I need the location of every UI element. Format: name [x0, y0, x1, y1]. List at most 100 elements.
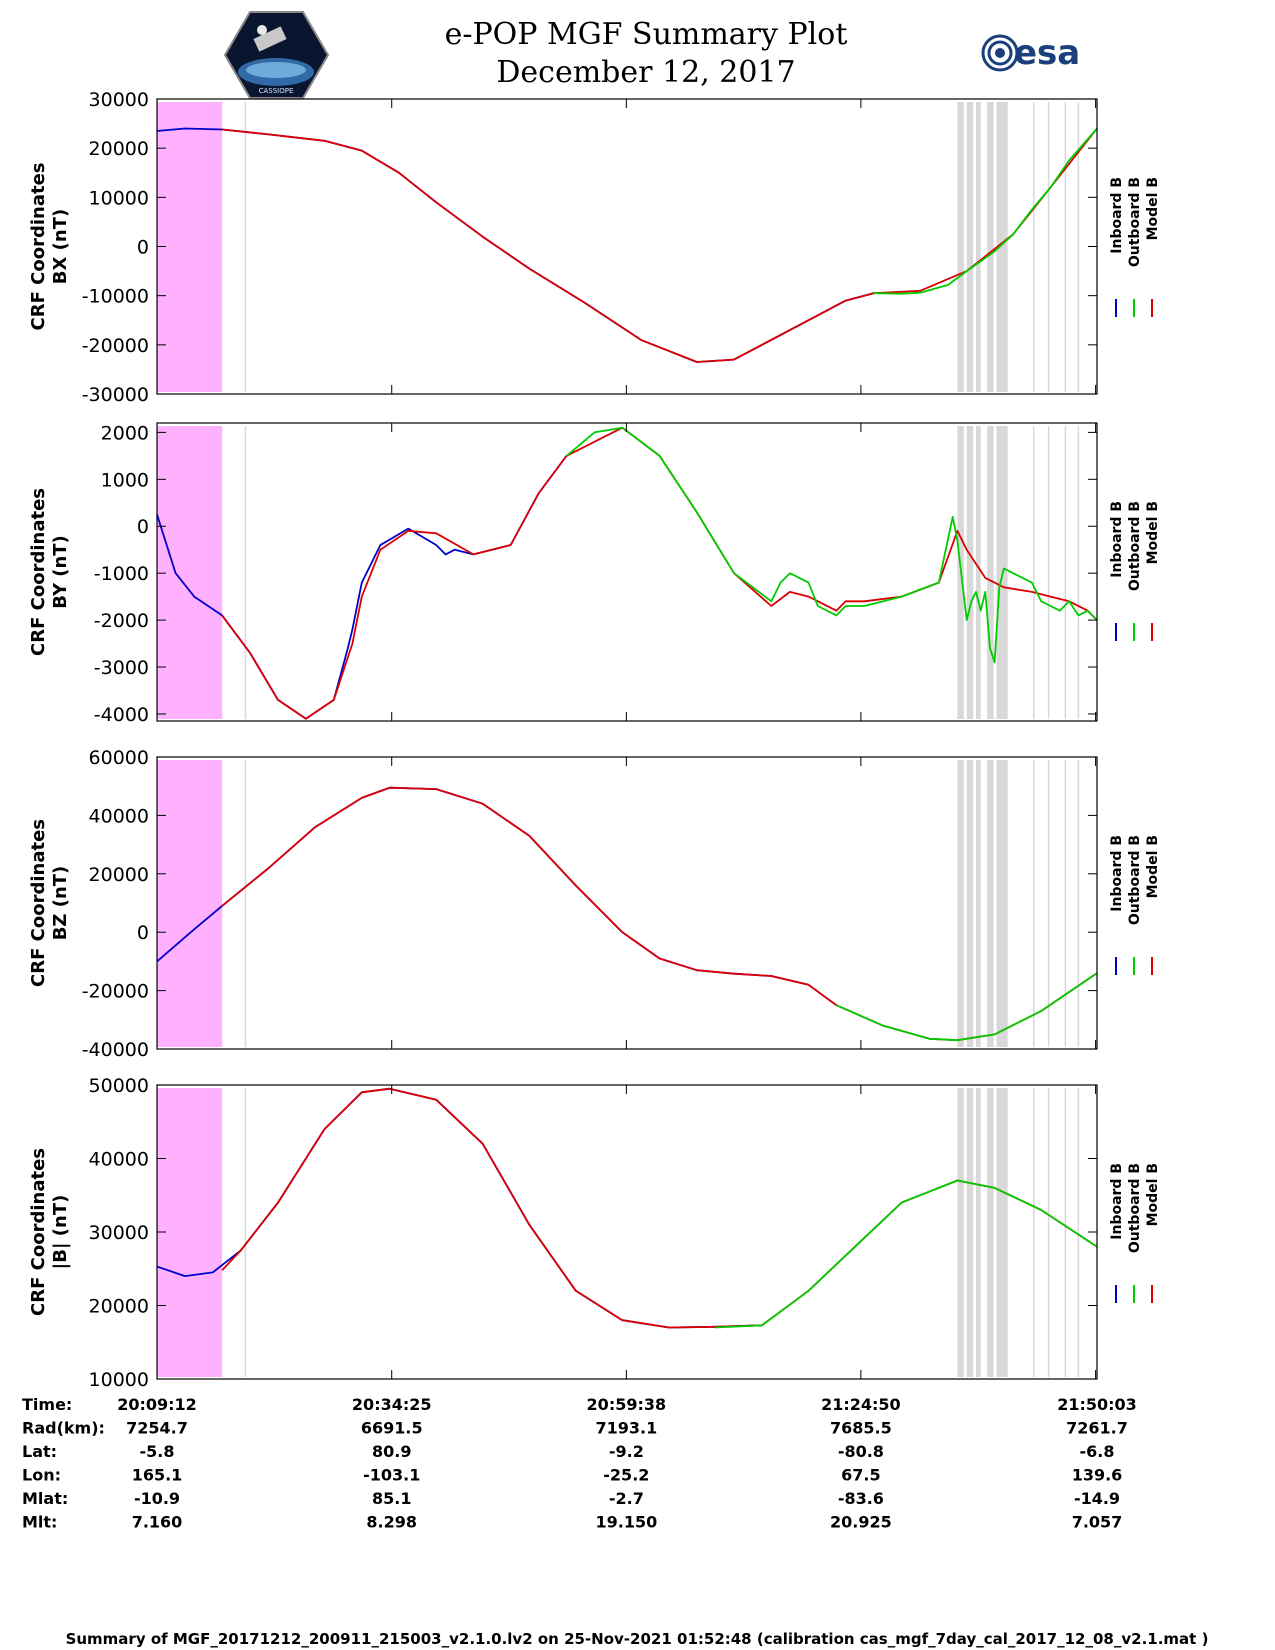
ephem-row-label: Mlt:	[22, 1513, 57, 1532]
ephem-row-label: Mlat:	[22, 1489, 68, 1508]
ephem-row-label: Time:	[22, 1395, 72, 1414]
panel-by: 2000 1000 0 -1000 -2000 -3000 -4000 CRF Coordin…	[28, 422, 1161, 726]
y-tick-label: 2000	[101, 422, 149, 444]
axes-frame	[156, 1084, 1098, 1380]
axes-frame	[156, 98, 1098, 395]
ephem-value: 20.925	[830, 1513, 892, 1532]
data-gap-shading	[157, 760, 223, 1047]
series-model-b	[221, 426, 1098, 720]
y-tick-label: -4000	[94, 704, 149, 726]
ephem-value: 139.6	[1072, 1466, 1123, 1485]
panel-bz: 60000 40000 20000 0 -20000 -40000 CRF Coordina…	[28, 747, 1161, 1061]
flag-band	[957, 1088, 964, 1377]
y-tick-label: -40000	[82, 1039, 149, 1061]
y-axis-label-line1: CRF Coordinates	[28, 163, 49, 331]
data-gap-shading	[157, 1088, 223, 1377]
legend-label: Outboard B	[1127, 501, 1143, 591]
ephem-value: 7.160	[132, 1513, 183, 1532]
ephem-value: -9.2	[609, 1442, 644, 1461]
y-tick-label: 50000	[89, 1075, 149, 1097]
cassiope-logo: CASSIOPE	[223, 11, 330, 99]
series-outboard-b	[873, 127, 1098, 295]
plot-date: December 12, 2017	[496, 55, 795, 90]
ephem-value: 7685.5	[830, 1419, 892, 1438]
ephem-value: -14.9	[1074, 1489, 1120, 1508]
ephem-row-label: Lat:	[22, 1442, 57, 1461]
plot-title: e-POP MGF Summary Plot	[445, 17, 848, 52]
y-tick-label: -20000	[82, 335, 149, 357]
legend-label: Model B	[1145, 501, 1161, 564]
ephem-value: -5.8	[140, 1442, 175, 1461]
ephem-value: 20:34:25	[352, 1395, 432, 1414]
ephem-value: -83.6	[838, 1489, 884, 1508]
flag-band	[966, 1088, 974, 1377]
y-tick-label: -10000	[82, 286, 149, 308]
ephem-value: -25.2	[603, 1466, 649, 1485]
legend: Inboard B Outboard B Model B	[1109, 1163, 1161, 1303]
ephem-value: 6691.5	[361, 1419, 423, 1438]
series-inboard-b	[156, 786, 837, 1006]
ephem-value: -2.7	[609, 1489, 644, 1508]
y-tick-label: 0	[137, 516, 149, 538]
ephem-value: 67.5	[841, 1466, 880, 1485]
y-tick-label: 60000	[89, 747, 149, 769]
ephem-value: 85.1	[372, 1489, 411, 1508]
y-axis-label-line2: BY (nT)	[50, 535, 71, 609]
y-tick-label: -3000	[94, 657, 149, 679]
ephem-value: -10.9	[134, 1489, 180, 1508]
flag-band	[976, 760, 981, 1047]
y-tick-label: -20000	[82, 981, 149, 1003]
series-outboard-b	[565, 426, 1098, 664]
legend-label: Outboard B	[1127, 177, 1143, 267]
panel-bx: 30000 20000 10000 0 -10000 -20000 -30000 CRF Co…	[28, 89, 1161, 406]
axes-frame	[156, 756, 1098, 1050]
legend-label: Outboard B	[1127, 835, 1143, 925]
ephem-value: -103.1	[363, 1466, 420, 1485]
flag-band	[996, 102, 1008, 392]
flag-band	[966, 426, 974, 719]
flag-band	[976, 102, 981, 392]
y-tick-label: 20000	[89, 1296, 149, 1318]
flag-band	[987, 102, 994, 392]
series-model-b	[222, 127, 1098, 363]
axes-frame	[156, 422, 1098, 722]
header: CASSIOPE e-POP MGF Summary Plot December…	[223, 11, 1080, 99]
y-tick-label: 0	[137, 237, 149, 259]
y-tick-label: -1000	[94, 563, 149, 585]
legend-label: Inboard B	[1109, 177, 1125, 254]
flag-band	[966, 760, 974, 1047]
series-outboard-b	[836, 972, 1098, 1042]
esa-logo-text: esa	[1014, 33, 1080, 73]
legend-label: Outboard B	[1127, 1163, 1143, 1253]
ephem-value: 8.298	[366, 1513, 417, 1532]
series-inboard-b	[156, 127, 874, 363]
footer-caption: Summary of MGF_20171212_200911_215003_v2…	[66, 1630, 1209, 1648]
y-axis-label: CRF CoordinatesBY (nT)	[28, 488, 71, 656]
legend-label: Inboard B	[1109, 835, 1125, 912]
flag-band	[996, 760, 1008, 1047]
ephem-value: 21:50:03	[1057, 1395, 1137, 1414]
y-tick-label: 40000	[89, 805, 149, 827]
ephem-value: 7261.7	[1066, 1419, 1128, 1438]
ephem-row-label: Rad(km):	[22, 1419, 105, 1438]
ephem-value: 7254.7	[126, 1419, 188, 1438]
ephem-value: 20:09:12	[117, 1395, 197, 1414]
y-tick-label: 10000	[89, 1369, 149, 1391]
y-axis-label-line1: CRF Coordinates	[28, 488, 49, 656]
y-tick-label: -2000	[94, 610, 149, 632]
y-tick-label: 20000	[89, 864, 149, 886]
series-outboard-b	[715, 1179, 1098, 1329]
y-tick-label: -30000	[82, 384, 149, 406]
ephem-value: 20:59:38	[587, 1395, 667, 1414]
y-tick-label: 30000	[89, 1222, 149, 1244]
y-tick-label: 40000	[89, 1149, 149, 1171]
y-axis-label-line1: CRF Coordinates	[28, 1148, 49, 1316]
series-inboard-b	[156, 1087, 763, 1329]
flag-band	[987, 760, 994, 1047]
flag-band	[987, 1088, 994, 1377]
ephem-value: 80.9	[372, 1442, 411, 1461]
data-gap-shading	[157, 426, 223, 719]
ephem-value: 7.057	[1072, 1513, 1123, 1532]
